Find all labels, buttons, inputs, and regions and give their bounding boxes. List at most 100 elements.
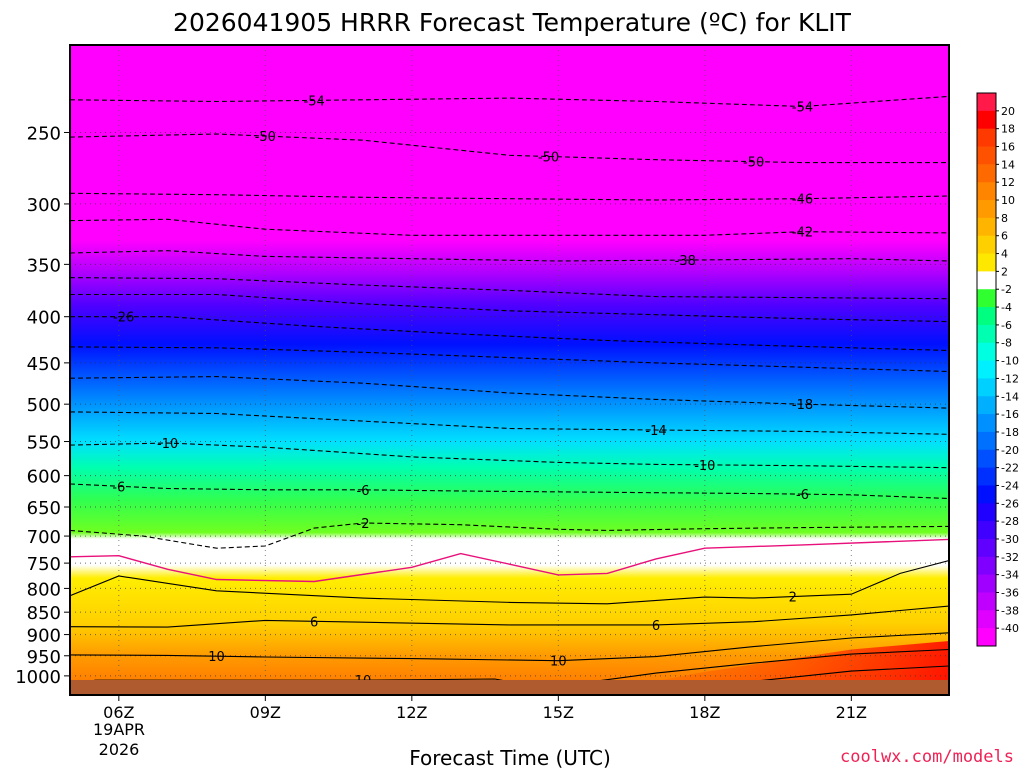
- isotherm-label: -6: [357, 484, 370, 499]
- isotherm-line: [70, 538, 949, 583]
- colorbar-swatch: [977, 324, 996, 344]
- isotherm-label: -50: [538, 150, 559, 165]
- colorbar-swatch: [977, 485, 996, 504]
- isotherm-label: -2: [357, 517, 370, 532]
- isotherm-label: -6: [112, 480, 125, 495]
- colorbar-swatch: [977, 521, 996, 540]
- surface-terrain: [70, 680, 949, 695]
- colorbar-label: 2: [1001, 265, 1008, 278]
- pressure-tick-label: 900: [27, 626, 61, 647]
- pressure-tick-label: 450: [27, 354, 61, 375]
- pressure-tick-label: 700: [27, 527, 61, 548]
- colorbar-label: 20: [1001, 105, 1015, 118]
- colorbar-label: -20: [1001, 444, 1019, 457]
- isotherm-label: 2: [789, 591, 797, 606]
- isotherm-label: -6: [796, 488, 809, 503]
- isotherm-label: 10: [550, 655, 567, 670]
- isotherm-label: -18: [792, 398, 813, 413]
- pressure-tick-label: 650: [27, 498, 61, 519]
- isotherm-line: [582, 648, 949, 684]
- colorbar-label: -34: [1001, 569, 1019, 582]
- colorbar-swatch: [977, 431, 996, 451]
- colorbar-swatch: [977, 93, 996, 112]
- pressure-tick-label: 250: [27, 123, 61, 144]
- pressure-tick-label: 950: [27, 647, 61, 668]
- colorbar-swatch: [977, 574, 996, 593]
- isotherm-label: -10: [694, 459, 715, 474]
- isotherm-label: -50: [743, 156, 764, 171]
- isotherm-line: [70, 316, 949, 352]
- colorbar-legend: 20 18 16 14 12 10 8 6 4 2 -2 -4 -6 -8 -10 -12 -14 -16 -18 -…: [976, 92, 1019, 647]
- time-tick-label: 09Z: [250, 703, 281, 722]
- isotherm-line: [70, 250, 949, 262]
- colorbar-label: -36: [1001, 586, 1019, 599]
- colorbar-label: -24: [1001, 479, 1019, 492]
- colorbar-swatch: [977, 342, 996, 362]
- colorbar-label: -30: [1001, 533, 1019, 546]
- time-gridlines: [118, 45, 852, 695]
- colorbar-label: -26: [1001, 497, 1019, 510]
- colorbar-swatch: [977, 610, 996, 629]
- isotherm-line: [70, 483, 949, 500]
- isotherm-line: [70, 133, 949, 164]
- isotherm-line: [70, 346, 949, 373]
- isotherm-line: [70, 376, 949, 409]
- isotherm-line: [70, 277, 949, 300]
- pressure-axis: 2503003504004505005506006507007508008509…: [15, 123, 70, 688]
- isotherm-label: -10: [157, 437, 178, 452]
- x-axis-title: Forecast Time (UTC): [409, 746, 611, 768]
- isotherm-label: -46: [792, 193, 813, 208]
- colorbar-label: 10: [1001, 194, 1015, 207]
- isotherm-contours: -54 -54-50-50 -50-46-42-38-26-18-14-10-10-…: [70, 94, 949, 689]
- pressure-tick-label: 300: [27, 195, 61, 216]
- chart-title: 2026041905 HRRR Forecast Temperature (ºC…: [173, 8, 852, 37]
- credit-label: coolwx.com/models: [840, 747, 1014, 767]
- isotherm-line: [70, 293, 949, 323]
- colorbar-swatch: [977, 200, 996, 219]
- colorbar-swatch: [977, 396, 996, 415]
- time-axis: 06Z 09Z 12Z 15Z 18Z 21Z: [103, 695, 867, 722]
- pressure-tick-label: 400: [27, 308, 61, 329]
- colorbar-label: -14: [1001, 390, 1019, 403]
- colorbar-frame: [976, 92, 997, 647]
- colorbar-swatch: [977, 449, 996, 469]
- isotherm-label: -50: [255, 130, 276, 145]
- colorbar-label: 16: [1001, 141, 1015, 154]
- time-tick-label: 21Z: [836, 703, 867, 722]
- colorbar-swatch: [977, 628, 996, 647]
- colorbar-swatch: [977, 556, 996, 576]
- isotherm-line: [70, 442, 949, 469]
- colorbar-swatch: [977, 307, 996, 326]
- colorbar-swatch: [977, 360, 996, 379]
- pressure-tick-label: 600: [27, 467, 61, 488]
- time-tick-label: 06Z: [103, 703, 134, 722]
- colorbar-swatch: [977, 146, 996, 165]
- isotherm-label: -42: [792, 226, 813, 241]
- colorbar-label: 4: [1001, 248, 1008, 261]
- pressure-tick-label: 350: [27, 255, 61, 276]
- colorbar-label: -6: [1001, 319, 1012, 332]
- isotherm-line: [70, 95, 949, 108]
- isotherm-label: 6: [310, 615, 318, 630]
- time-tick-label: 15Z: [543, 703, 574, 722]
- colorbar-label: 8: [1001, 212, 1008, 225]
- colorbar-label: -2: [1001, 283, 1012, 296]
- date-day-label: 19APR: [93, 720, 145, 739]
- pressure-tick-label: 1000: [15, 667, 61, 688]
- pressure-tick-label: 800: [27, 579, 61, 600]
- colorbar-label: -4: [1001, 301, 1012, 314]
- colorbar-label: -12: [1001, 372, 1019, 385]
- colorbar-label: -8: [1001, 337, 1012, 350]
- colorbar-swatch: [977, 592, 996, 611]
- colorbar-label: -16: [1001, 408, 1019, 421]
- colorbar-label: -40: [1001, 622, 1019, 635]
- date-year-label: 2026: [99, 740, 140, 759]
- colorbar-swatch: [977, 378, 996, 397]
- colorbar-label: 14: [1001, 158, 1015, 171]
- colorbar-swatch: [977, 110, 996, 130]
- isotherm-label: -54: [792, 101, 813, 116]
- colorbar-swatch: [977, 414, 996, 433]
- colorbar-label: 18: [1001, 123, 1015, 136]
- colorbar-swatch: [977, 289, 996, 308]
- isotherm-label: -26: [113, 311, 134, 326]
